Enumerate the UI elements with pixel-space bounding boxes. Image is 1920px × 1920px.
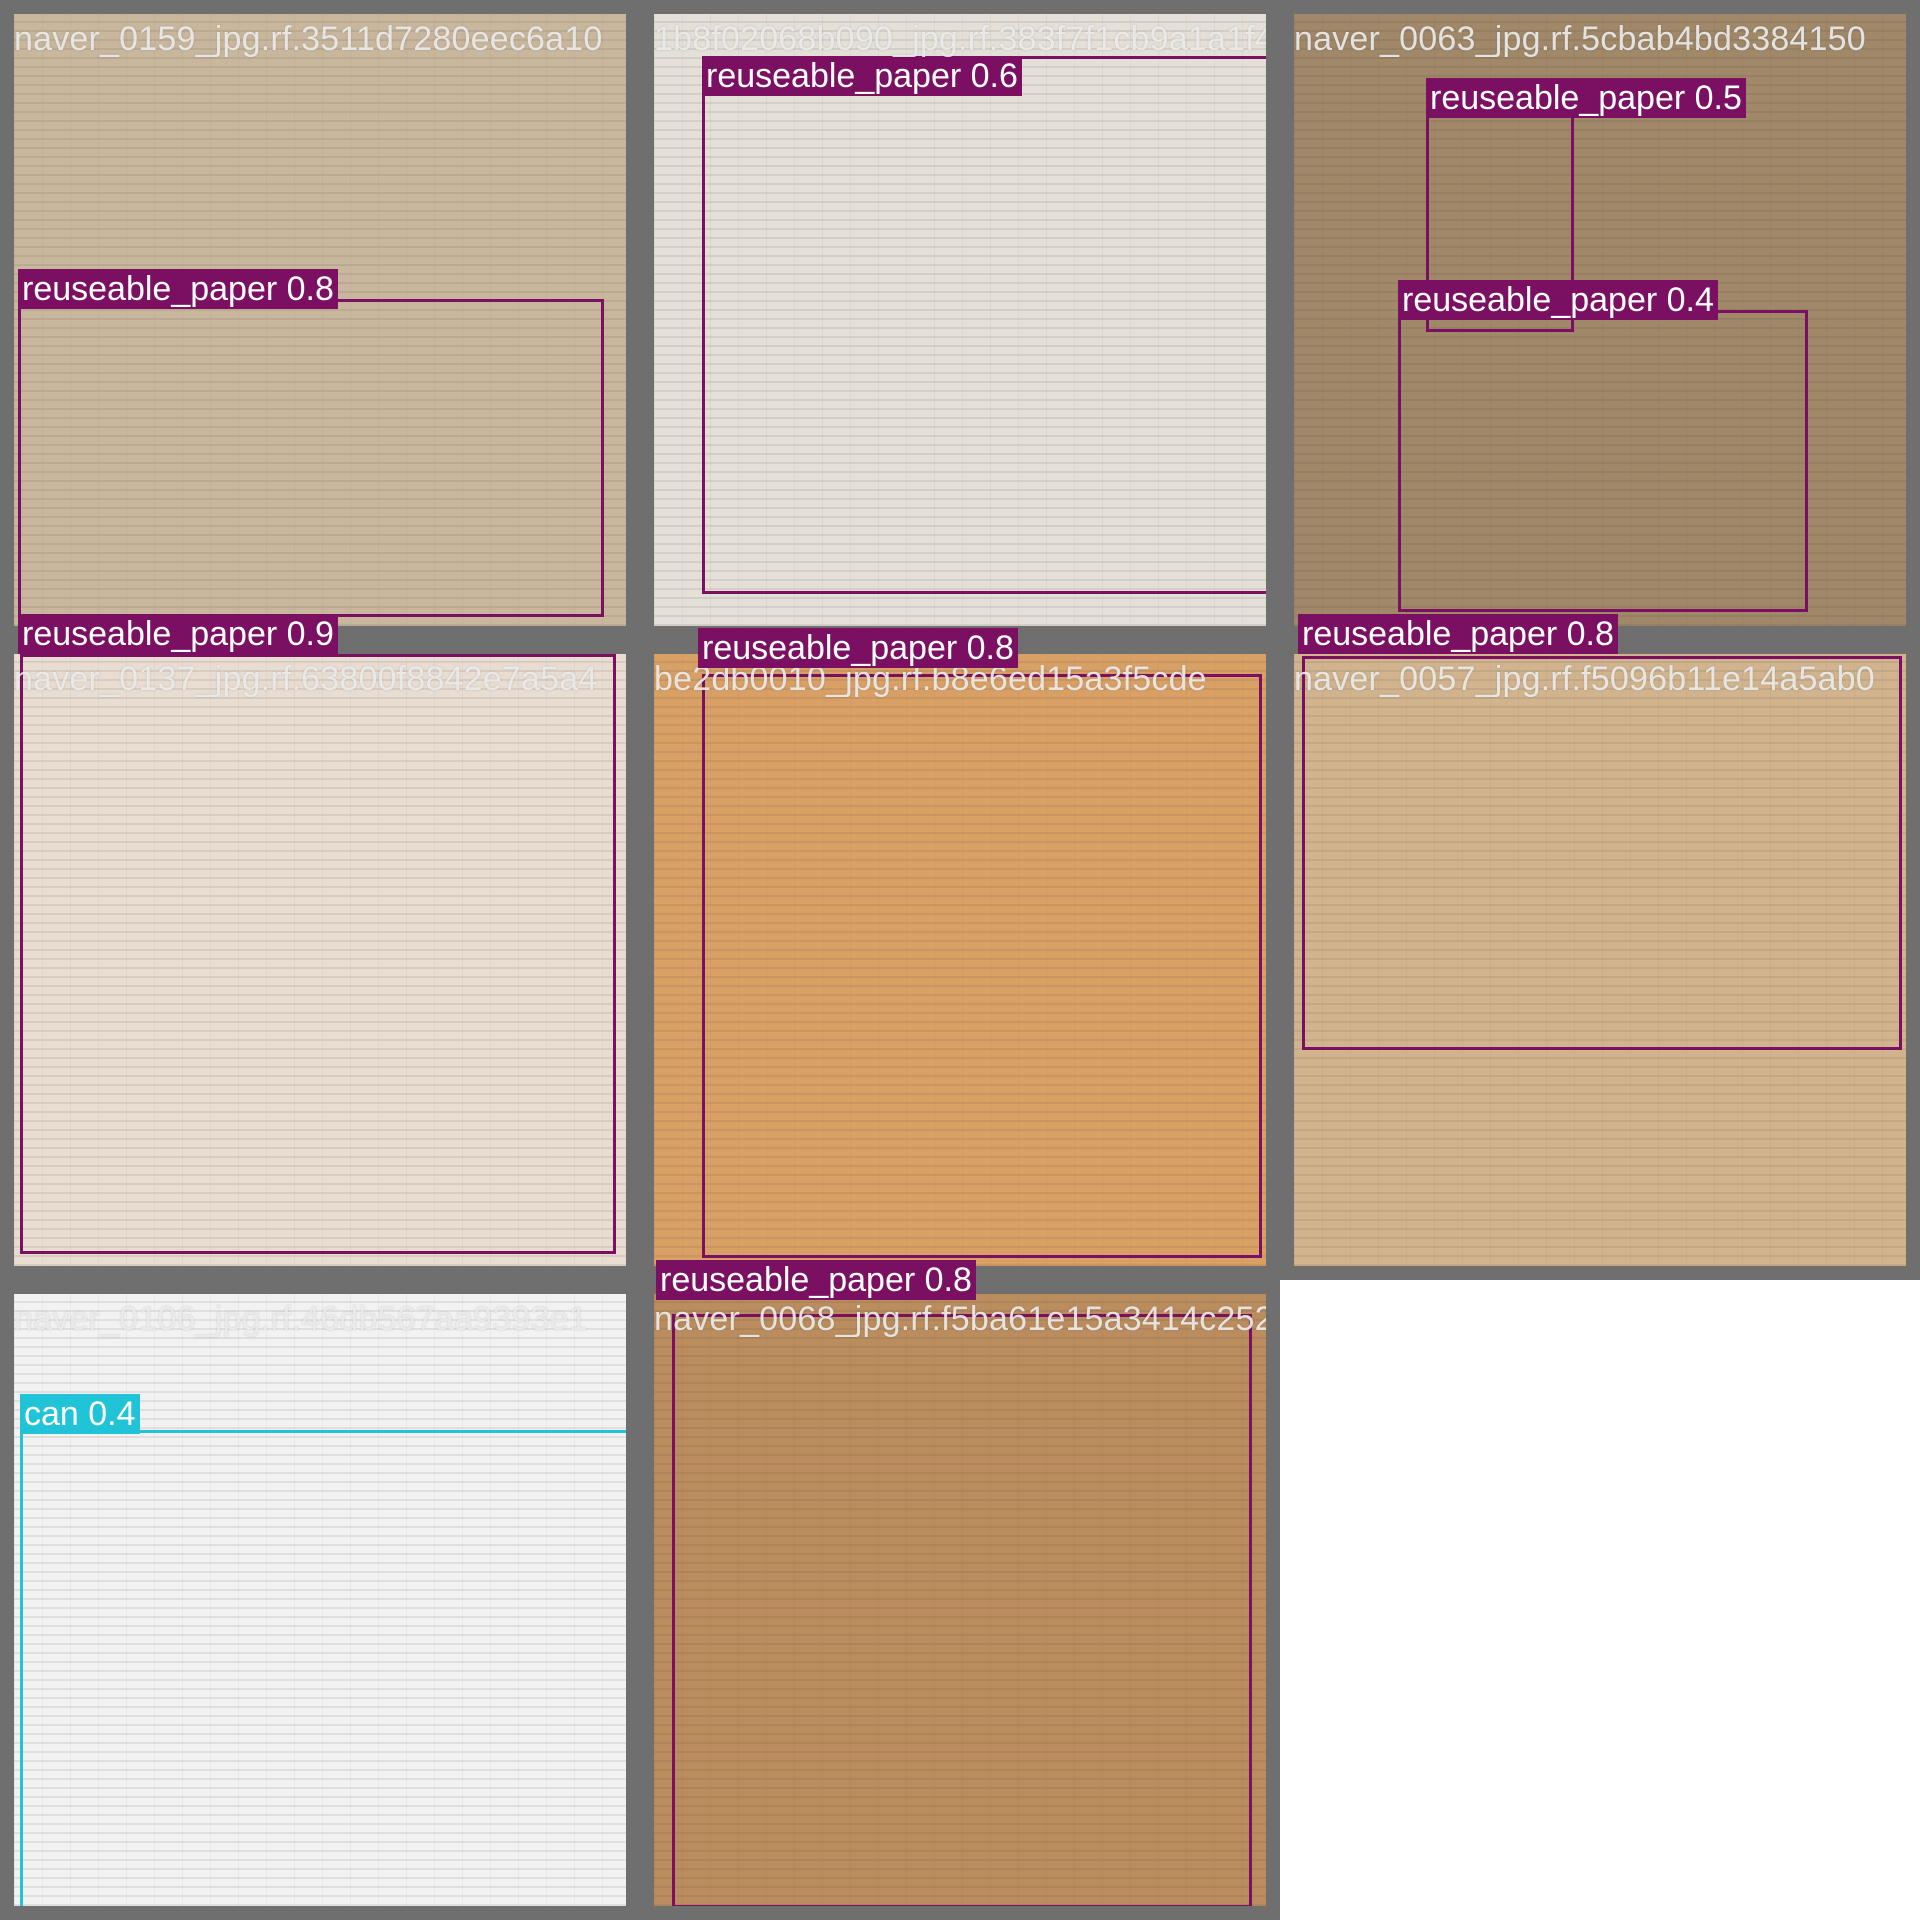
tile-naver-0159: reuseable_paper 0.8 naver_0159_jpg.rf.35… (0, 0, 640, 640)
bounding-box (1398, 310, 1808, 612)
tile-photo (654, 14, 1266, 626)
bounding-box (1302, 656, 1902, 1050)
detection-label: reuseable_paper 0.6 (702, 56, 1022, 96)
tile-title: naver_0106_jpg.rf.46db567aa9393e1 (14, 1300, 588, 1338)
tile-photo (14, 654, 626, 1266)
tile-title: naver_0159_jpg.rf.3511d7280eec6a10 (14, 20, 603, 58)
detection-label: can 0.4 (20, 1394, 140, 1434)
bounding-box (702, 56, 1266, 594)
tile-title: 1b8f02068b090_jpg.rf.383f7f1cb9a1a1f4cd7… (654, 20, 1274, 58)
detection-label: reuseable_paper 0.5 (1426, 78, 1746, 118)
bounding-box (702, 674, 1262, 1258)
tile-photo (14, 1294, 626, 1906)
detection-label: reuseable_paper 0.8 (698, 628, 1018, 668)
tile-naver-0106: can 0.4 naver_0106_jpg.rf.46db567aa9393e… (0, 1280, 640, 1920)
bounding-box (672, 1314, 1252, 1906)
detection-label: reuseable_paper 0.8 (18, 269, 338, 309)
tile-be2db0010: be2db0010_jpg.rf.b8e6ed15a3f5cde (640, 640, 1280, 1280)
bounding-box (18, 299, 604, 617)
tile-naver-0057: naver_0057_jpg.rf.f5096b11e14a5ab0 (1280, 640, 1920, 1280)
tile-b8f02068: reuseable_paper 0.6 1b8f02068b090_jpg.rf… (640, 0, 1280, 640)
tile-naver-0068: naver_0068_jpg.rf.f5ba61e15a3414c2522e5f (640, 1280, 1280, 1920)
bounding-box (20, 654, 616, 1254)
tile-title: naver_0068_jpg.rf.f5ba61e15a3414c2522e5f (654, 1300, 1280, 1338)
tile-photo (14, 14, 626, 626)
tile-title: naver_0057_jpg.rf.f5096b11e14a5ab0 (1294, 660, 1875, 698)
detection-label: reuseable_paper 0.8 (656, 1260, 976, 1300)
tile-naver-0063: reuseable_paper 0.5 reuseable_paper 0.4 … (1280, 0, 1920, 640)
detection-label: reuseable_paper 0.8 (1298, 614, 1618, 654)
tile-title: naver_0063_jpg.rf.5cbab4bd3384150 (1294, 20, 1866, 58)
tile-photo (1294, 654, 1906, 1266)
tile-photo (654, 654, 1266, 1266)
tile-title: naver_0137_jpg.rf.63800f8842e7a5a4 (14, 660, 598, 698)
tile-photo (654, 1294, 1266, 1906)
detection-label: reuseable_paper 0.9 (18, 614, 338, 654)
detection-label: reuseable_paper 0.4 (1398, 280, 1718, 320)
bounding-box (20, 1430, 626, 1906)
tile-naver-0137: naver_0137_jpg.rf.63800f8842e7a5a4 (0, 640, 640, 1280)
